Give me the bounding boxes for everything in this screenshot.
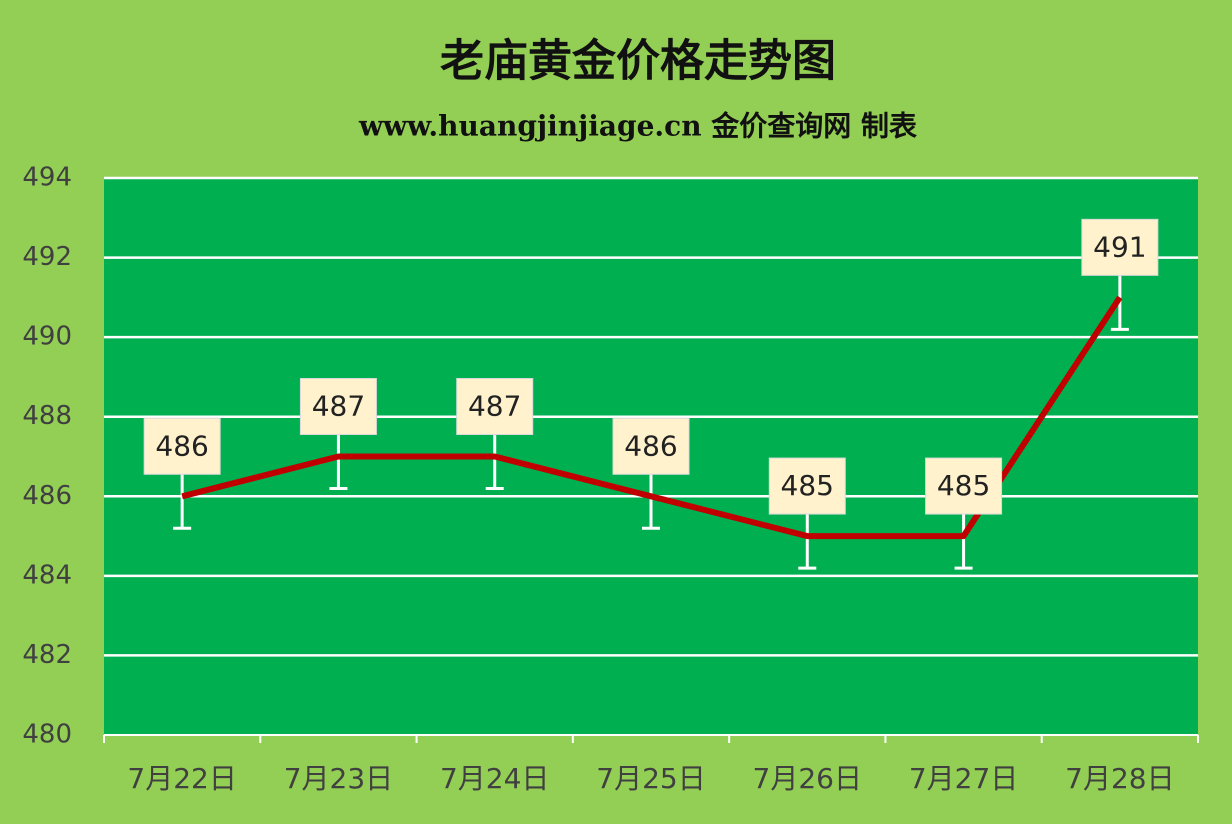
line-series	[181, 295, 1123, 540]
data-label: 487	[312, 390, 365, 423]
y-tick-label: 480	[22, 720, 72, 750]
y-tick-label: 494	[22, 163, 72, 193]
y-tick-label: 482	[22, 640, 72, 670]
x-tick-label: 7月27日	[909, 762, 1018, 795]
data-label-box	[1081, 218, 1159, 276]
data-label: 491	[1093, 230, 1146, 263]
x-tick-label: 7月28日	[1065, 762, 1174, 795]
y-tick-label: 484	[22, 560, 72, 590]
y-tick-label: 488	[22, 401, 72, 431]
data-label-box	[925, 457, 1003, 515]
data-label-box	[456, 378, 534, 435]
x-tick-label: 7月25日	[596, 762, 705, 795]
data-label: 486	[155, 429, 208, 462]
data-label: 485	[781, 469, 834, 502]
data-label-box	[612, 417, 690, 475]
data-label-box	[143, 417, 221, 475]
x-tick-label: 7月26日	[753, 762, 862, 795]
x-tick-label: 7月24日	[440, 762, 549, 795]
data-label: 487	[468, 390, 521, 423]
data-label-box	[299, 378, 377, 435]
x-tick-label: 7月22日	[127, 762, 236, 795]
data-label: 485	[937, 469, 990, 502]
chart-title: 老庙黄金价格走势图	[440, 36, 836, 87]
y-tick-label: 486	[22, 481, 72, 511]
chart-subtitle: www.huangjinjiage.cn 金价查询网 制表	[358, 110, 917, 143]
data-label: 486	[624, 429, 677, 462]
y-tick-label: 492	[22, 242, 72, 272]
data-label-box	[768, 457, 846, 515]
x-tick-label: 7月23日	[284, 762, 393, 795]
y-tick-label: 490	[22, 322, 72, 352]
